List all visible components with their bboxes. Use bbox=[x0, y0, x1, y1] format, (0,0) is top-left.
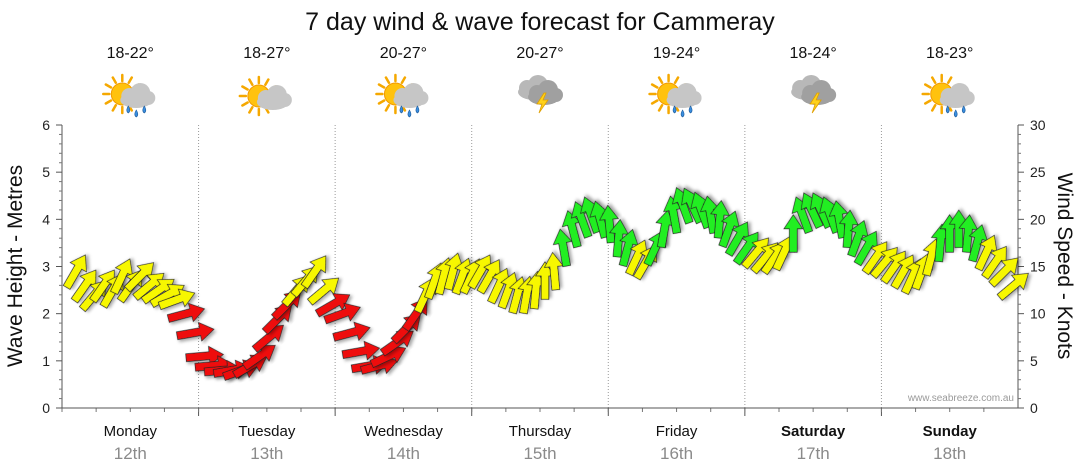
wind-arrow bbox=[996, 272, 1029, 301]
sun-cloud-rain-icon bbox=[648, 73, 702, 118]
wind-arrow bbox=[185, 345, 224, 366]
wind-arrow bbox=[724, 221, 749, 257]
right-tick-label: 15 bbox=[1030, 259, 1046, 275]
wind-arrow bbox=[314, 293, 351, 318]
day-label: Sunday bbox=[923, 423, 978, 440]
wind-arrow bbox=[861, 241, 888, 276]
wind-arrow bbox=[110, 258, 133, 295]
day-label: Thursday bbox=[509, 423, 572, 440]
left-tick-label: 0 bbox=[42, 400, 50, 416]
wind-arrow bbox=[608, 218, 629, 258]
day-label: Saturday bbox=[781, 423, 846, 440]
wind-arrows bbox=[62, 187, 1029, 381]
wind-arrow bbox=[838, 209, 859, 249]
day-label: Friday bbox=[656, 423, 698, 440]
day-column: 19-24° Friday 16th bbox=[648, 45, 702, 463]
wind-arrow bbox=[175, 321, 215, 342]
left-tick-label: 1 bbox=[42, 353, 50, 369]
day-column: 18-27° Tuesday 13th bbox=[238, 45, 295, 463]
wind-arrow bbox=[306, 277, 340, 306]
date-label: 15th bbox=[523, 444, 556, 463]
date-label: 14th bbox=[387, 444, 420, 463]
temperature-range: 18-27° bbox=[243, 45, 290, 62]
date-label: 17th bbox=[797, 444, 830, 463]
wind-arrow bbox=[476, 259, 501, 295]
wind-arrow bbox=[323, 302, 361, 325]
wind-arrow bbox=[332, 321, 371, 342]
right-tick-label: 5 bbox=[1030, 353, 1038, 369]
wind-arrow bbox=[467, 254, 492, 290]
right-tick-label: 30 bbox=[1030, 117, 1046, 133]
sun-cloud-rain-icon bbox=[921, 73, 975, 118]
sun-cloud-rain-icon bbox=[102, 73, 156, 118]
chart-title: 7 day wind & wave forecast for Cammeray bbox=[305, 8, 775, 36]
sun-cloud-icon bbox=[238, 75, 292, 117]
temperature-range: 20-27° bbox=[516, 45, 563, 62]
left-tick-label: 6 bbox=[42, 117, 50, 133]
wind-arrow bbox=[618, 228, 639, 268]
right-tick-label: 25 bbox=[1030, 164, 1046, 180]
day-column: 18-24° Saturday 17th bbox=[781, 45, 846, 463]
temperature-range: 20-27° bbox=[380, 45, 427, 62]
wind-arrow bbox=[981, 245, 1007, 280]
temperature-range: 19-24° bbox=[653, 45, 700, 62]
wind-arrow bbox=[988, 257, 1019, 288]
temperature-range: 18-22° bbox=[107, 45, 154, 62]
left-tick-label: 5 bbox=[42, 164, 50, 180]
wind-arrow bbox=[157, 288, 196, 311]
right-axis-title: Wind Speed - Knots bbox=[1053, 173, 1076, 360]
day-column: 18-22° Monday 12th bbox=[102, 45, 158, 463]
temperature-range: 18-23° bbox=[926, 45, 973, 62]
date-label: 16th bbox=[660, 444, 693, 463]
day-column: 20-27° Wednesday 14th bbox=[364, 45, 443, 463]
date-label: 18th bbox=[933, 444, 966, 463]
wind-arrow bbox=[534, 261, 556, 300]
wind-arrow bbox=[853, 230, 878, 267]
date-label: 12th bbox=[114, 444, 147, 463]
wind-arrow bbox=[341, 340, 381, 361]
right-tick-label: 0 bbox=[1030, 400, 1038, 416]
wind-arrow bbox=[732, 231, 759, 266]
date-label: 13th bbox=[250, 444, 283, 463]
left-tick-label: 3 bbox=[42, 259, 50, 275]
wind-arrow bbox=[543, 251, 564, 291]
wind-arrow bbox=[948, 209, 969, 248]
sun-cloud-rain-icon bbox=[375, 73, 429, 118]
temperature-range: 18-24° bbox=[789, 45, 836, 62]
wind-arrow bbox=[123, 262, 155, 293]
grid bbox=[61, 125, 985, 416]
left-tick-label: 4 bbox=[42, 211, 50, 227]
wind-arrow bbox=[487, 267, 510, 305]
wind-arrow bbox=[718, 210, 740, 249]
wind-arrow bbox=[62, 254, 87, 290]
day-column: 20-27° Thursday 15th bbox=[509, 45, 572, 463]
wind-arrow bbox=[552, 228, 573, 268]
right-tick-label: 20 bbox=[1030, 211, 1046, 227]
left-tick-label: 2 bbox=[42, 306, 50, 322]
wind-arrow bbox=[166, 302, 206, 323]
day-column: 18-23° Sunday 18th bbox=[921, 45, 978, 463]
wind-arrow bbox=[443, 252, 464, 291]
wind-arrow bbox=[783, 214, 804, 253]
wind-arrow bbox=[300, 255, 327, 290]
right-tick-label: 10 bbox=[1030, 306, 1046, 322]
wind-arrow bbox=[625, 239, 648, 277]
wind-arrow bbox=[70, 269, 97, 304]
wind-arrow bbox=[710, 200, 731, 239]
day-label: Monday bbox=[104, 423, 158, 440]
wind-arrow bbox=[847, 220, 869, 258]
storm-cloud-icon bbox=[791, 75, 837, 114]
day-label: Tuesday bbox=[238, 423, 295, 440]
left-axis-title: Wave Height - Metres bbox=[4, 165, 27, 367]
wind-arrow bbox=[968, 224, 988, 263]
storm-cloud-icon bbox=[518, 75, 563, 114]
watermark: www.seabreeze.com.au bbox=[907, 393, 1014, 404]
day-label: Wednesday bbox=[364, 423, 443, 440]
wind-arrow bbox=[497, 271, 520, 310]
wind-arrow bbox=[958, 214, 979, 253]
wind-arrow bbox=[974, 234, 998, 272]
